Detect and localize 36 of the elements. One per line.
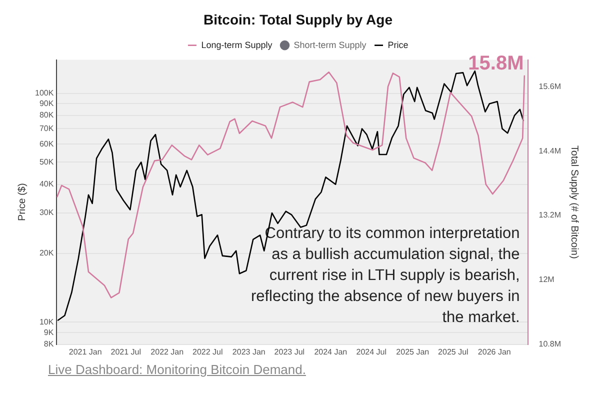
- x-tick-label: 2023 Jan: [232, 347, 266, 356]
- y2-tick-label: 13.2M: [538, 210, 562, 220]
- x-tick-label: 2023 Jul: [274, 347, 305, 356]
- y-tick-label: 60K: [39, 139, 54, 148]
- y-tick-label: 9K: [44, 328, 54, 337]
- x-tick-label: 2026 Jan: [478, 347, 511, 356]
- y2-tick-label: 12M: [538, 275, 555, 284]
- x-tick-label: 2022 Jul: [192, 347, 224, 356]
- y-tick-label: 100K: [34, 88, 54, 98]
- x-tick-label: 2025 Jul: [438, 347, 469, 356]
- x-tick-label: 2022 Jan: [150, 347, 184, 356]
- y2-axis-title: Total Supply (# of Bitcoin): [568, 145, 580, 259]
- y-axis-title: Price ($): [16, 183, 28, 221]
- annotation: 15.8M: [468, 52, 524, 74]
- y-tick-label: 80K: [39, 110, 54, 120]
- x-tick-label: 2021 Jul: [110, 347, 142, 356]
- legend-label: Price: [388, 40, 408, 50]
- y-tick-label: 30K: [39, 208, 54, 218]
- y-tick-label: 20K: [39, 248, 54, 258]
- y2-tick-label: 15.6M: [538, 82, 562, 91]
- legend-label: Short-term Supply: [294, 40, 367, 50]
- y2-tick-label: 14.4M: [538, 146, 562, 156]
- x-tick-label: 2021 Jan: [68, 347, 102, 356]
- x-tick-label: 2024 Jan: [314, 347, 348, 356]
- y-tick-label: 8K: [44, 340, 54, 349]
- text: Live Dashboard: Monitoring Bitcoin Demand.: [48, 362, 307, 377]
- y-tick-label: 40K: [39, 180, 54, 189]
- y-tick-label: 90K: [39, 98, 54, 108]
- legend-label: Long-term Supply: [201, 40, 273, 50]
- chart-title: Bitcoin: Total Supply by Age: [204, 11, 393, 28]
- y2-tick-label: 10.8M: [538, 340, 562, 349]
- y-tick-label: 70K: [39, 124, 54, 133]
- y-tick-label: 10K: [39, 317, 54, 326]
- x-tick-label: 2025 Jan: [396, 347, 430, 356]
- x-tick-label: 2024 Jul: [356, 347, 387, 356]
- y-tick-label: 50K: [39, 157, 54, 166]
